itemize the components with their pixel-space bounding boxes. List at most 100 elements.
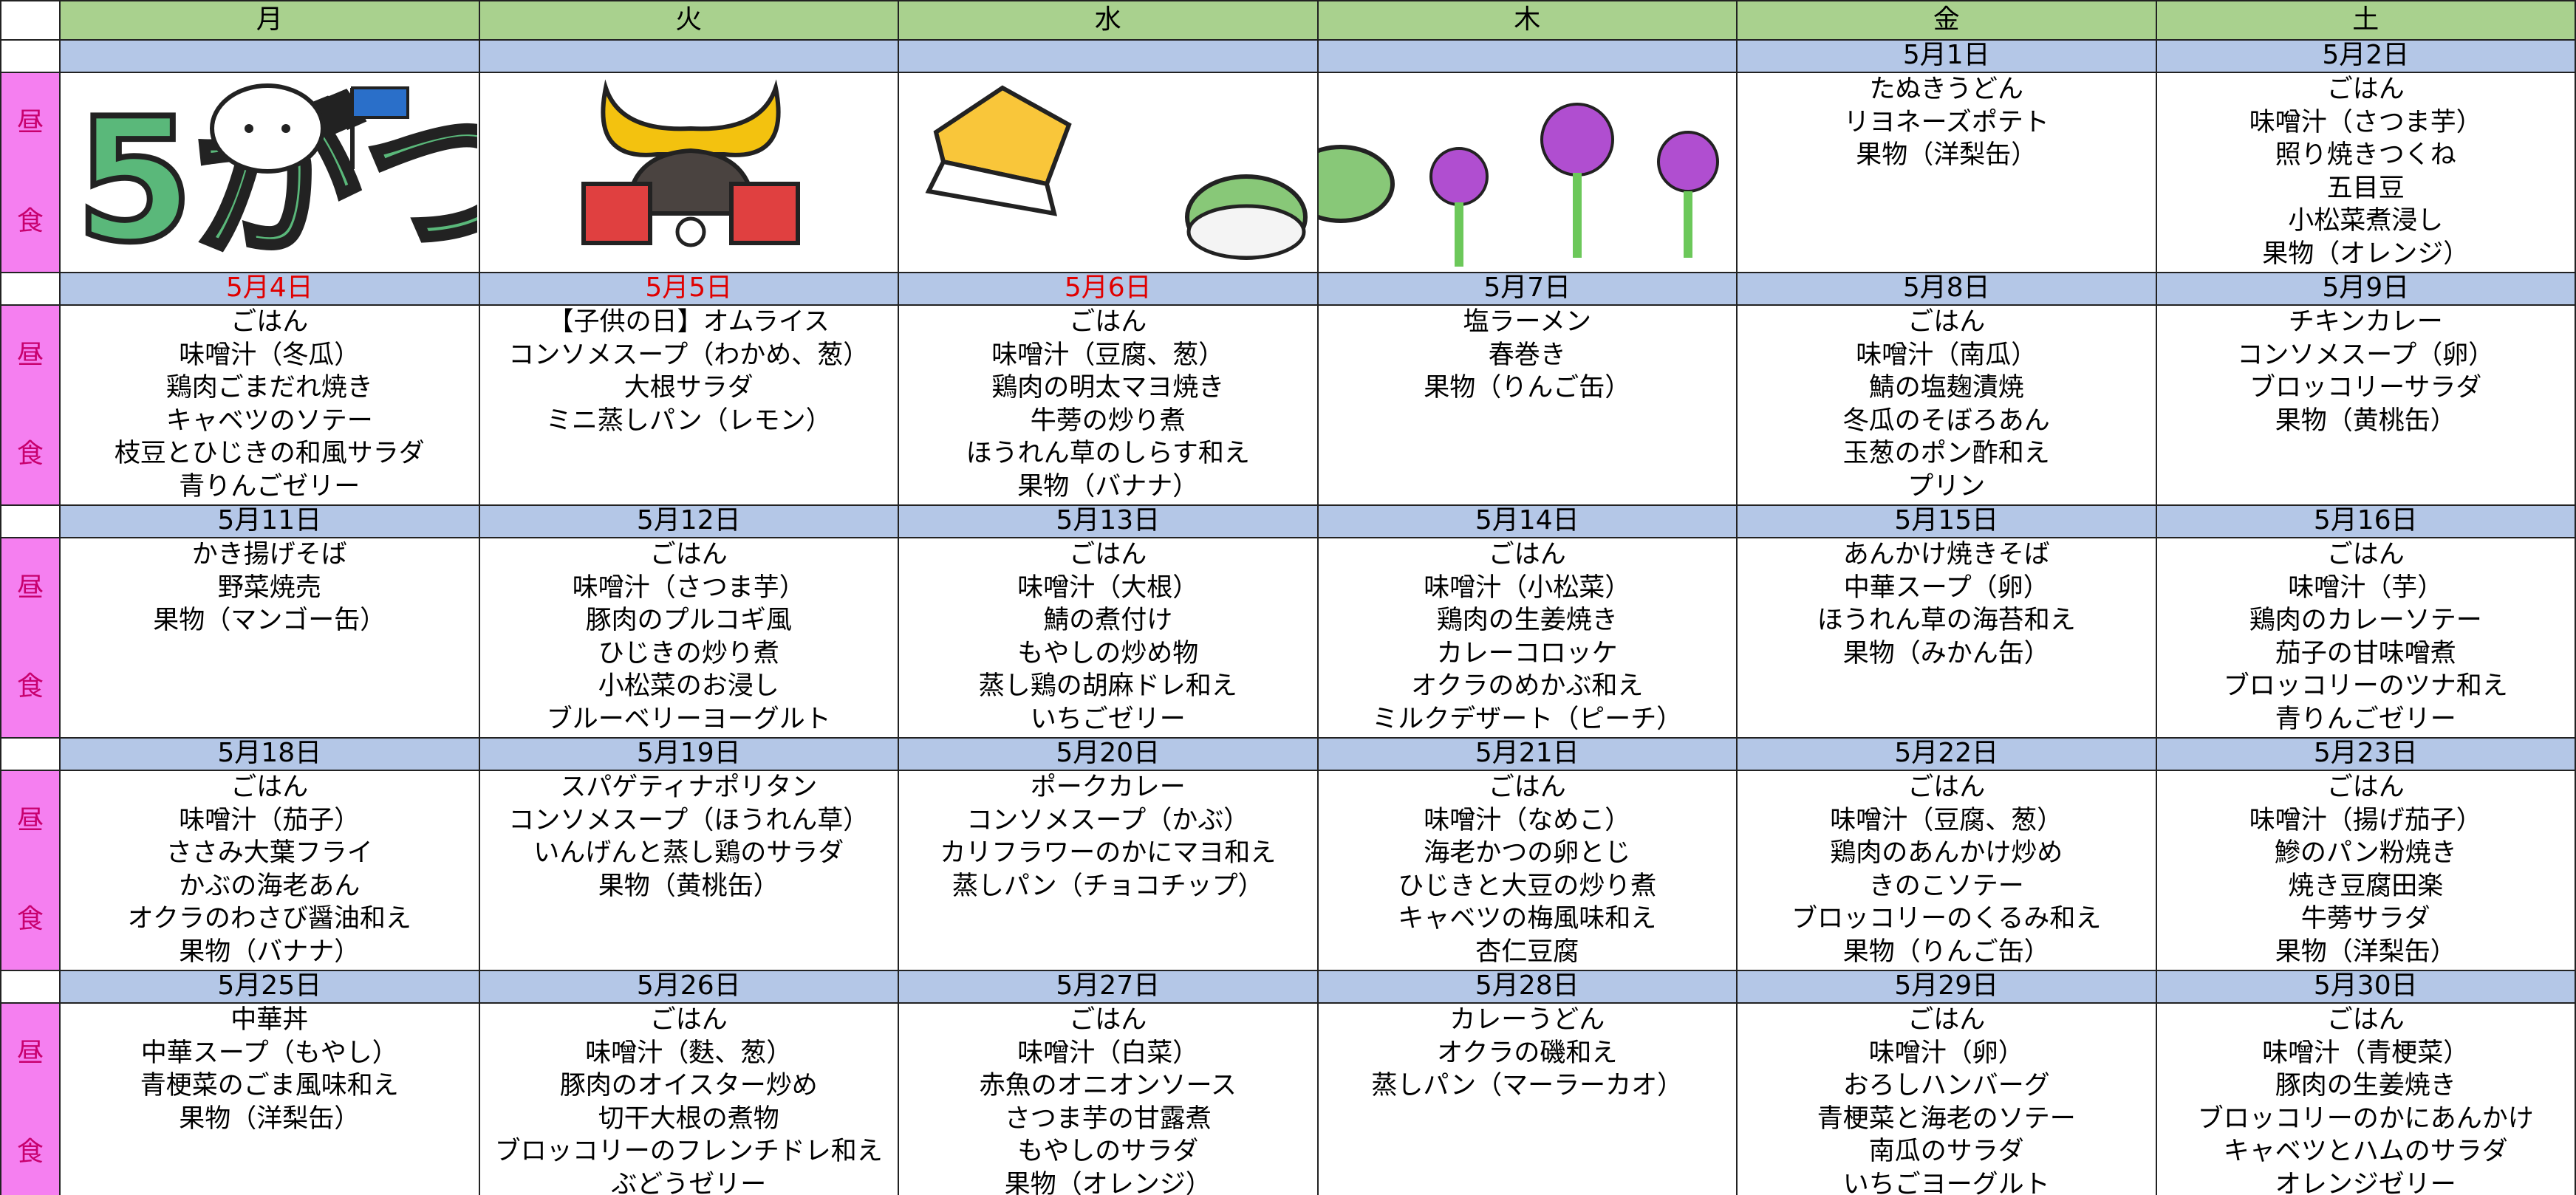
menu-item: 鯖の煮付け	[1043, 606, 1173, 636]
date-cell: 5月23日	[2155, 737, 2576, 771]
menu-item: 味噌汁（小松菜）	[1424, 572, 1631, 603]
menu-cell: チキンカレー コンソメスープ（卵） ブロッコリーサラダ 果物（黄桃缶）	[2155, 304, 2576, 506]
date-cell: 5月22日	[1736, 737, 2157, 771]
date-cell	[1316, 39, 1738, 73]
menu-item: コンソメスープ（わかめ、葱）	[508, 340, 870, 370]
menu-item: 果物（マンゴー缶）	[153, 606, 386, 636]
menu-item: ごはん	[230, 773, 309, 802]
menu-item: 豚肉のプルコギ風	[585, 606, 792, 636]
menu-item: 果物（りんご缶）	[1424, 373, 1631, 403]
menu-item: 蒸しパン（マーラーカオ）	[1371, 1071, 1684, 1101]
menu-item: ささみ大葉フライ	[165, 838, 373, 869]
menu-item: コンソメスープ（卵）	[2237, 340, 2495, 370]
menu-item: ミルクデザート（ピーチ）	[1372, 704, 1683, 734]
menu-item: 青りんごゼリー	[179, 471, 361, 501]
menu-item: コンソメスープ（ほうれん草）	[508, 805, 870, 835]
meal-label-char: 昼	[16, 572, 44, 603]
menu-item: 蒸しパン（チョコチップ）	[952, 871, 1264, 901]
menu-item: きのこソテー	[1868, 871, 2024, 901]
day-header: 月	[59, 0, 480, 41]
menu-cell: 塩ラーメン 春巻き 果物（りんご缶）	[1316, 304, 1738, 506]
menu-item: ごはん	[230, 307, 309, 337]
menu-cell: ごはん 味噌汁（白菜） 赤魚のオニオンソース さつま芋の甘露煮 もやしのサラダ 果物（オレ…	[898, 1002, 1319, 1195]
menu-item: 野菜焼売	[217, 572, 321, 603]
menu-cell	[898, 72, 1319, 273]
date-cell: 5月15日	[1736, 504, 2157, 538]
meal-label-char: 昼	[16, 106, 44, 137]
menu-item: 果物（オレンジ）	[1004, 1169, 1212, 1195]
menu-item: ごはん	[2326, 773, 2405, 802]
menu-item: 鯖の塩麹漬焼	[1868, 373, 2024, 403]
menu-item: オクラのわさび醤油和え	[127, 904, 411, 934]
menu-item: ブルーベリーヨーグルト	[546, 704, 831, 734]
meal-label: 昼食	[0, 770, 61, 971]
menu-item: 味噌汁（大根）	[1017, 572, 1199, 603]
menu-item: 鶏肉の生姜焼き	[1436, 606, 1618, 636]
day-header: 水	[898, 0, 1319, 41]
date-cell: 5月6日	[898, 272, 1319, 306]
menu-item: 味噌汁（さつま芋）	[572, 572, 805, 603]
menu-cell: ごはん 味噌汁（豆腐、葱） 鶏肉のあんかけ炒め きのこソテー ブロッコリーのくるみ和え果…	[1736, 770, 2157, 971]
menu-item: 小松菜煮浸し	[2288, 206, 2444, 236]
menu-item: ひじきの炒り煮	[598, 638, 779, 668]
menu-item: 鰺のパン粉焼き	[2274, 838, 2457, 869]
menu-item: 味噌汁（白菜）	[1017, 1038, 1199, 1068]
menu-item: 果物（黄桃缶）	[598, 871, 779, 901]
menu-item: 味噌汁（揚げ茄子）	[2249, 805, 2482, 835]
date-cell: 5月29日	[1736, 970, 2157, 1004]
menu-item: 玉葱のポン酢和え	[1842, 439, 2050, 469]
menu-item: あんかけ焼きそば	[1842, 540, 2050, 569]
menu-item: 果物（バナナ）	[179, 937, 361, 967]
meal-label-box: 昼食	[2, 772, 58, 969]
menu-item: プリン	[1907, 471, 1986, 501]
date-cell: 5月14日	[1316, 504, 1738, 538]
menu-cell: カレーうどん オクラの磯和え 蒸しパン（マーラーカオ）	[1316, 1002, 1738, 1195]
menu-item: ひじきと大豆の炒り煮	[1398, 871, 1657, 901]
date-row: 5月4日 5月5日 5月6日 5月7日 5月8日 5月9日	[0, 272, 2576, 306]
day-header: 金	[1736, 0, 2157, 41]
menu-item: 味噌汁（豆腐、葱）	[1830, 805, 2063, 835]
date-cell: 5月4日	[59, 272, 480, 306]
menu-cell: ごはん 味噌汁（さつま芋） 豚肉のプルコギ風 ひじきの炒り煮 小松菜のお浸し ブルーベリー…	[478, 537, 899, 739]
date-cell: 5月20日	[898, 737, 1319, 771]
date-corner	[0, 970, 61, 1004]
meal-label-char: 食	[16, 1137, 44, 1168]
date-cell: 5月16日	[2155, 504, 2576, 538]
menu-item: 味噌汁（豆腐、葱）	[991, 340, 1225, 370]
menu-cell: ごはん 味噌汁（大根） 鯖の煮付け もやしの炒め物 蒸し鶏の胡麻ドレ和え いちごゼリー	[898, 537, 1319, 739]
menu-item: ごはん	[1069, 540, 1147, 569]
date-cell: 5月5日	[478, 272, 899, 306]
menu-cell: ごはん 味噌汁（南瓜） 鯖の塩麹漬焼 冬瓜のそぼろあん 玉葱のポン酢和え プリン	[1736, 304, 2157, 506]
menu-item: ブロッコリーのフレンチドレ和え	[494, 1137, 883, 1167]
menu-item: 果物（りんご缶）	[1842, 937, 2050, 967]
menu-item: 中華丼	[230, 1005, 309, 1035]
menu-cell: 【子供の日】オムライス コンソメスープ（わかめ、葱） 大根サラダ ミニ蒸しパン（レモン…	[478, 304, 899, 506]
menu-item: 海老かつの卵とじ	[1424, 838, 1631, 869]
menu-cell: 5がつ	[59, 72, 480, 273]
date-cell: 5月27日	[898, 970, 1319, 1004]
menu-item: ごはん	[1069, 307, 1147, 337]
meal-label-char: 昼	[16, 339, 44, 370]
meal-label-box: 昼食	[2, 539, 58, 736]
menu-item: キャベツとハムのサラダ	[2223, 1137, 2508, 1167]
menu-item: ほうれん草の海苔和え	[1817, 606, 2076, 636]
menu-item: かき揚げそば	[191, 540, 347, 569]
date-row: 5月18日 5月19日 5月20日 5月21日 5月22日 5月23日	[0, 737, 2576, 771]
date-corner	[0, 504, 61, 538]
menu-item: 豚肉の生姜焼き	[2275, 1071, 2456, 1101]
meal-label-char: 昼	[16, 1037, 44, 1068]
date-cell: 5月13日	[898, 504, 1319, 538]
menu-item: ミニ蒸しパン（レモン）	[545, 405, 832, 436]
menu-item: カリフラワーのかにマヨ和え	[940, 838, 1277, 869]
menu-item: ポークカレー	[1030, 773, 1186, 802]
date-cell: 5月12日	[478, 504, 899, 538]
menu-cell: ごはん 味噌汁（茄子） ささみ大葉フライ かぶの海老あん オクラのわさび醤油和え 果物（バ…	[59, 770, 480, 971]
menu-item: ごはん	[1907, 1005, 1986, 1035]
menu-item: 鶏肉のカレーソテー	[2249, 606, 2482, 636]
menu-item: スパゲティナポリタン	[560, 773, 818, 802]
day-header: 土	[2155, 0, 2576, 41]
menu-cell: あんかけ焼きそば 中華スープ（卵） ほうれん草の海苔和え 果物（みかん缶）	[1736, 537, 2157, 739]
menu-item: おろしハンバーグ	[1842, 1071, 2050, 1101]
lunch-row: 昼食 5がつ たぬきうどんリヨネーズポテト果物（洋梨缶）ごはん味噌汁（さつま芋）…	[0, 72, 2576, 273]
menu-item: 味噌汁（冬瓜）	[179, 340, 361, 370]
